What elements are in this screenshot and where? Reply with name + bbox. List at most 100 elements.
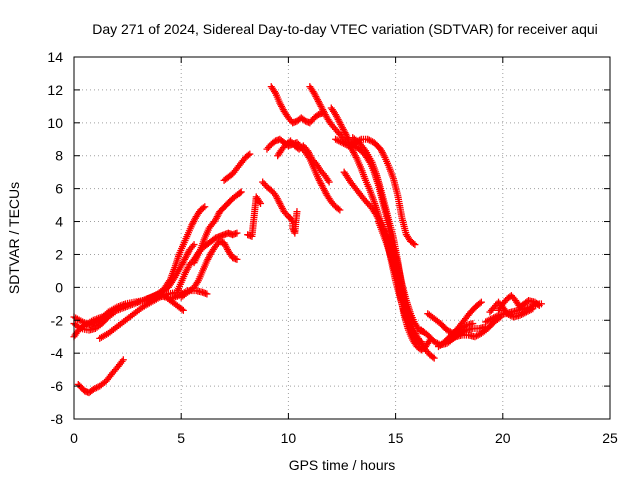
data-point <box>474 331 482 339</box>
data-point <box>380 152 388 160</box>
data-point <box>534 300 542 308</box>
series-track-j <box>166 287 211 303</box>
data-point <box>341 140 349 148</box>
data-point <box>503 310 511 318</box>
data-point <box>118 357 126 365</box>
data-points <box>70 83 545 397</box>
plot-frame <box>73 56 611 420</box>
data-point <box>332 135 340 143</box>
data-point <box>488 315 496 323</box>
data-point <box>430 354 438 362</box>
data-point <box>529 305 537 313</box>
data-point <box>293 208 301 216</box>
data-point <box>270 88 278 96</box>
data-point <box>493 312 501 320</box>
data-point <box>344 142 352 150</box>
data-point <box>89 385 97 393</box>
data-point <box>179 306 187 314</box>
y-tick-label: 12 <box>47 82 63 98</box>
data-point <box>336 138 344 146</box>
data-point <box>535 301 543 309</box>
series-track-k <box>190 188 245 267</box>
data-point <box>524 307 532 315</box>
data-point <box>429 353 437 361</box>
data-point <box>340 139 348 147</box>
data-point <box>106 310 114 318</box>
data-point <box>483 317 491 325</box>
data-point <box>346 141 354 149</box>
data-point <box>473 332 481 340</box>
data-point <box>518 311 526 319</box>
y-tick-label: 8 <box>55 148 63 164</box>
data-point <box>255 198 263 206</box>
x-tick-label: 20 <box>495 430 511 446</box>
data-point <box>476 299 484 307</box>
x-tick-label: 5 <box>177 430 185 446</box>
data-point <box>443 326 451 334</box>
y-tick-label: -6 <box>51 378 64 394</box>
data-point <box>336 206 344 214</box>
y-tick-label: 2 <box>55 246 63 262</box>
data-point <box>364 135 372 143</box>
chart-title: Day 271 of 2024, Sidereal Day-to-day VTE… <box>92 21 598 37</box>
data-point <box>324 176 332 184</box>
data-point <box>482 318 490 326</box>
data-point <box>485 316 493 324</box>
x-tick-label: 15 <box>388 430 404 446</box>
series-track-w <box>374 218 438 362</box>
series-track-q <box>274 137 333 186</box>
series-track-l <box>220 150 254 184</box>
data-point <box>348 140 356 148</box>
data-point <box>236 189 244 197</box>
series-track-ad <box>486 298 537 321</box>
data-point <box>432 338 440 346</box>
data-point <box>333 136 341 144</box>
data-point <box>233 229 241 237</box>
data-point <box>469 320 477 328</box>
data-point <box>527 306 535 314</box>
data-point <box>119 356 127 364</box>
data-point <box>325 178 333 186</box>
data-point <box>352 153 360 161</box>
data-point <box>365 136 373 144</box>
data-point <box>448 334 456 342</box>
data-point <box>519 310 527 318</box>
data-point <box>506 311 514 319</box>
axis-ticks: 0 5 10 15 20 25 -8 -6 -4 -2 0 2 4 6 8 10 12 14 <box>47 49 618 446</box>
data-point <box>409 239 417 247</box>
data-point <box>203 290 211 298</box>
y-tick-label: 0 <box>55 279 63 295</box>
data-point <box>91 385 99 393</box>
series-track-c <box>70 310 114 341</box>
data-point <box>471 333 479 341</box>
y-tick-label: -8 <box>51 411 64 427</box>
data-point <box>237 188 245 196</box>
data-point <box>477 298 485 306</box>
data-point <box>189 242 197 250</box>
data-point <box>151 292 159 300</box>
data-point <box>526 306 534 314</box>
data-point <box>246 150 254 158</box>
data-point <box>155 290 163 298</box>
data-point <box>447 335 455 343</box>
data-point <box>190 241 198 249</box>
data-point <box>505 311 513 319</box>
data-point <box>244 151 252 159</box>
data-point <box>522 308 530 316</box>
data-point <box>201 203 209 211</box>
data-point <box>486 315 494 323</box>
data-point <box>411 241 419 249</box>
data-point <box>153 291 161 299</box>
data-point <box>445 336 453 344</box>
series-track-e <box>74 356 127 397</box>
data-point <box>170 275 178 283</box>
series-track-g <box>143 241 198 303</box>
data-point <box>490 314 498 322</box>
data-point <box>334 205 342 213</box>
y-tick-label: 4 <box>55 214 63 230</box>
y-tick-label: 14 <box>47 49 63 65</box>
x-tick-label: 0 <box>70 430 78 446</box>
data-point <box>516 311 524 319</box>
